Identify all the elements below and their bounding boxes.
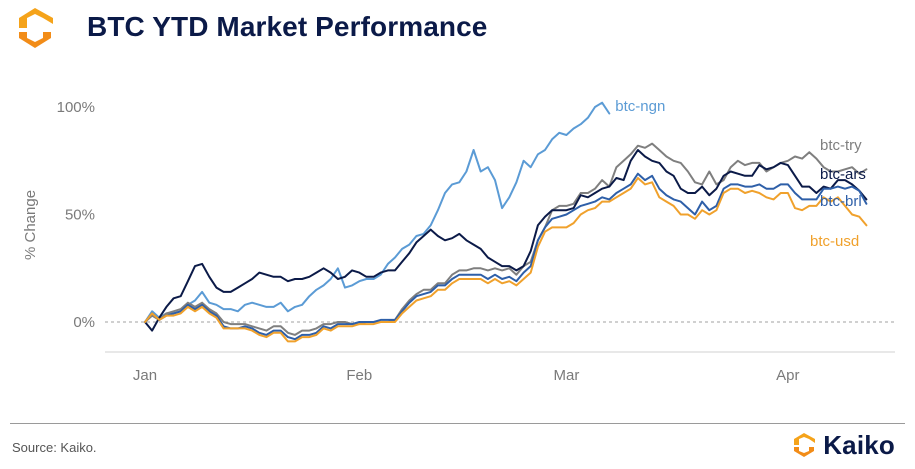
series-line-btc-brl bbox=[144, 172, 868, 341]
series-line-btc-try bbox=[144, 142, 868, 336]
chart-series-labels: btc-ngn btc-try btc-ars btc-brl btc-usd bbox=[615, 98, 866, 250]
source-note: Source: Kaiko. bbox=[12, 440, 97, 455]
brand-name: Kaiko bbox=[823, 429, 895, 460]
x-tick-label: Apr bbox=[776, 367, 799, 384]
chart-axes: 0% 50% 100% Jan Feb Mar Apr bbox=[57, 99, 895, 384]
y-tick-label: 50% bbox=[65, 207, 95, 224]
series-label-btc-ngn: btc-ngn bbox=[615, 98, 665, 115]
series-line-btc-ngn bbox=[144, 101, 611, 323]
x-tick-label: Feb bbox=[346, 367, 372, 384]
y-tick-label: 0% bbox=[73, 314, 95, 331]
x-tick-label: Mar bbox=[554, 367, 580, 384]
series-label-btc-usd: btc-usd bbox=[810, 233, 859, 250]
y-tick-label: 100% bbox=[57, 99, 95, 116]
kaiko-logo-icon bbox=[19, 8, 53, 48]
series-line-btc-usd bbox=[144, 177, 868, 343]
y-axis-label: % Change bbox=[22, 189, 39, 260]
header: BTC YTD Market Performance bbox=[0, 0, 915, 60]
series-label-btc-ars: btc-ars bbox=[820, 166, 866, 183]
footer-divider bbox=[10, 423, 905, 424]
series-line-btc-ars bbox=[144, 149, 868, 332]
chart-series bbox=[144, 101, 868, 343]
series-label-btc-brl: btc-brl bbox=[820, 193, 862, 210]
page-title: BTC YTD Market Performance bbox=[87, 11, 488, 42]
line-chart: 0%50%100%Jan Feb Mar Apr btc-ngnbtc-trybtc-… bbox=[57, 98, 895, 384]
kaiko-brand-icon bbox=[794, 433, 816, 457]
series-label-btc-try: btc-try bbox=[820, 137, 862, 154]
brand-logo: Kaiko bbox=[791, 430, 895, 460]
x-tick-label: Jan bbox=[133, 367, 157, 384]
